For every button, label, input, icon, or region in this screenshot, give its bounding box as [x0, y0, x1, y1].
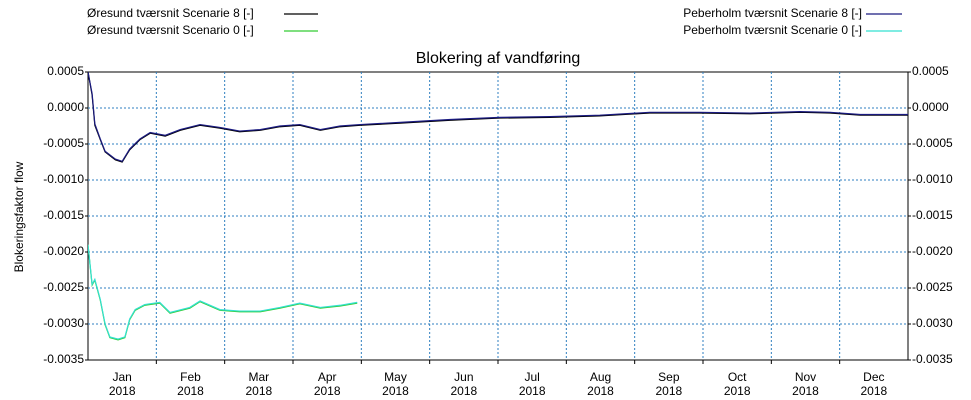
x-tick-label: Aug 2018	[587, 370, 614, 398]
legend-label: Øresund tværsnit Scenario 0 [-]	[87, 23, 254, 37]
y2-tick-label: -0.0010	[912, 172, 953, 186]
y2-tick-label: -0.0005	[912, 136, 953, 150]
legend-label: Øresund tværsnit Scenarie 8 [-]	[87, 6, 254, 20]
chart-title: Blokering af vandføring	[416, 50, 581, 67]
y-tick-label: -0.0035	[43, 352, 84, 366]
y-tick-label: -0.0010	[43, 172, 84, 186]
y-tick-label: -0.0030	[43, 316, 84, 330]
y-tick-label: -0.0015	[43, 208, 84, 222]
series-line	[88, 244, 358, 340]
y-tick-label: 0.0000	[47, 100, 84, 114]
x-tick-label: Apr 2018	[314, 370, 341, 398]
y2-tick-label: -0.0020	[912, 244, 953, 258]
y2-tick-label: -0.0030	[912, 316, 953, 330]
x-tick-label: Sep 2018	[655, 370, 682, 398]
series-line	[88, 72, 908, 163]
x-tick-label: Jun 2018	[450, 370, 477, 398]
y-tick-label: 0.0005	[47, 64, 84, 78]
y-tick-label: -0.0005	[43, 136, 84, 150]
x-tick-label: Jul 2018	[519, 370, 546, 398]
y-tick-label: -0.0025	[43, 280, 84, 294]
series-line	[88, 72, 908, 162]
x-tick-label: Mar 2018	[245, 370, 272, 398]
legend-label: Peberholm tværsnit Scenarie 8 [-]	[683, 6, 862, 20]
x-tick-label: Nov 2018	[792, 370, 819, 398]
legend-label: Peberholm tværsnit Scenarie 0 [-]	[683, 23, 862, 37]
x-tick-label: Dec 2018	[860, 370, 887, 398]
y2-tick-label: -0.0015	[912, 208, 953, 222]
y2-tick-label: 0.0000	[912, 100, 949, 114]
x-tick-label: May 2018	[382, 370, 409, 398]
y-axis-label: Blokeringsfaktor flow	[12, 161, 26, 272]
y2-tick-label: -0.0025	[912, 280, 953, 294]
y2-tick-label: -0.0035	[912, 352, 953, 366]
x-tick-label: Feb 2018	[177, 370, 204, 398]
y-tick-label: -0.0020	[43, 244, 84, 258]
x-tick-label: Jan 2018	[109, 370, 136, 398]
x-tick-label: Oct 2018	[724, 370, 751, 398]
y2-tick-label: 0.0005	[912, 64, 949, 78]
